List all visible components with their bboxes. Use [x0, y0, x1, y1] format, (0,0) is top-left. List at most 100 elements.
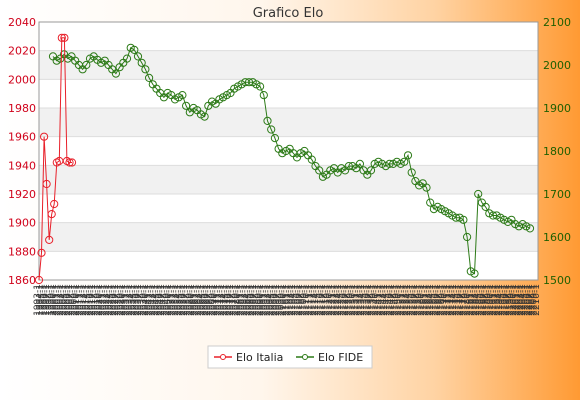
x-tick-label: 2043-1 [148, 284, 158, 316]
x-tick-label: 2046-1 [155, 284, 165, 316]
x-tick-label: 1999-1 [47, 284, 57, 316]
data-point-elo-fide[interactable] [270, 134, 279, 143]
data-point-elo-fide[interactable] [422, 183, 431, 192]
x-tick-label: 2167-1 [433, 284, 443, 316]
data-point-elo-fide[interactable] [137, 58, 146, 67]
data-point-elo-italia[interactable] [60, 33, 69, 42]
data-point-elo-fide[interactable] [463, 232, 472, 242]
data-point-elo-fide[interactable] [525, 224, 535, 233]
x-tick-label: 2047-1 [157, 284, 167, 316]
data-point-elo-fide[interactable] [344, 162, 353, 171]
data-point-elo-italia[interactable] [65, 158, 74, 167]
data-point-elo-italia[interactable] [42, 179, 51, 189]
data-point-elo-fide[interactable] [259, 91, 268, 100]
plot-band [39, 108, 538, 137]
x-tick-label: 2071-1 [212, 284, 222, 316]
data-point-elo-fide[interactable] [426, 198, 435, 207]
data-point-elo-fide[interactable] [385, 159, 394, 168]
x-tick-label: 2206-1 [523, 284, 533, 316]
data-point-elo-fide[interactable] [366, 166, 376, 175]
x-tick-label: 2060-1 [187, 284, 197, 316]
data-point-elo-fide[interactable] [355, 159, 364, 168]
x-tick-label: 2105-1 [291, 284, 301, 316]
x-tick-label: 2197-1 [502, 284, 512, 316]
left-tick-label: 1860 [8, 274, 36, 287]
x-tick-label: 2210-1 [532, 284, 542, 316]
data-point-elo-fide[interactable] [145, 73, 154, 83]
x-tick-label: 2095-1 [268, 284, 278, 316]
x-tick-label: 2085-1 [245, 284, 255, 316]
data-point-elo-italia[interactable] [37, 248, 46, 257]
x-tick-label: 2010-1 [72, 284, 82, 316]
data-point-elo-italia[interactable] [45, 235, 54, 244]
data-point-elo-fide[interactable] [488, 211, 498, 220]
x-tick-label: 2050-1 [164, 284, 174, 316]
data-point-elo-fide[interactable] [307, 155, 316, 164]
x-tick-label: 2178-1 [458, 284, 468, 316]
x-tick-label: 2066-1 [201, 284, 211, 316]
data-point-elo-fide[interactable] [82, 60, 91, 70]
data-point-elo-fide[interactable] [470, 269, 479, 278]
data-point-elo-fide[interactable] [481, 202, 490, 211]
x-tick-label: 2158-1 [412, 284, 422, 316]
data-point-elo-italia[interactable] [47, 210, 56, 219]
legend-item-elo-fide[interactable]: Elo FIDE [296, 351, 363, 364]
data-point-elo-fide[interactable] [451, 213, 461, 222]
data-point-elo-fide[interactable] [133, 52, 143, 61]
data-point-elo-fide[interactable] [200, 112, 209, 121]
x-tick-label: 2209-1 [530, 284, 540, 316]
series-layer [34, 33, 535, 285]
legend-item-elo-italia[interactable]: Elo Italia [214, 351, 283, 364]
x-tick-label: 2018-1 [91, 284, 101, 316]
x-tick-label: 2180-1 [463, 284, 473, 316]
x-tick-label: 2184-1 [472, 284, 482, 316]
x-tick-label: 2150-1 [394, 284, 404, 316]
x-tick-label: 2015-1 [84, 284, 94, 316]
x-tick-label: 2144-1 [380, 284, 390, 316]
data-point-elo-italia[interactable] [57, 33, 66, 42]
data-point-elo-fide[interactable] [178, 91, 187, 100]
data-point-elo-fide[interactable] [256, 82, 265, 91]
x-tick-label: 2027-1 [111, 284, 121, 316]
x-tick-label: 2008-1 [68, 284, 78, 316]
data-point-elo-fide[interactable] [403, 151, 413, 160]
x-tick-label: 2160-1 [417, 284, 427, 316]
x-tick-label: 2103-1 [286, 284, 296, 316]
data-point-elo-italia[interactable] [67, 158, 77, 167]
x-tick-label: 2123-1 [332, 284, 342, 316]
data-point-elo-fide[interactable] [459, 215, 468, 224]
plot-band [39, 79, 538, 108]
data-point-elo-fide[interactable] [244, 78, 254, 87]
data-point-elo-italia[interactable] [40, 132, 49, 141]
x-tick-label: 2101-1 [281, 284, 291, 316]
x-tick-label: 2132-1 [353, 284, 363, 316]
data-point-elo-fide[interactable] [267, 125, 276, 134]
x-tick-label: 2009-1 [70, 284, 80, 316]
x-tick-label: 2025-1 [107, 284, 117, 316]
data-point-elo-italia[interactable] [34, 275, 44, 285]
data-point-elo-fide[interactable] [474, 189, 483, 199]
x-tick-label: 2038-1 [137, 284, 147, 316]
data-point-elo-fide[interactable] [111, 69, 121, 78]
x-tick-label: 2049-1 [162, 284, 172, 316]
data-point-elo-fide[interactable] [407, 168, 416, 177]
right-tick-label: 2100 [543, 16, 571, 29]
data-point-elo-fide[interactable] [263, 116, 272, 126]
data-point-elo-fide[interactable] [130, 45, 139, 55]
data-point-elo-fide[interactable] [122, 54, 132, 63]
plot-band [39, 50, 538, 80]
x-tick-label: 1994-1 [35, 284, 45, 316]
x-tick-label: 2000-1 [49, 284, 59, 316]
data-point-elo-fide[interactable] [141, 65, 150, 74]
x-tick-label: 2068-1 [206, 284, 216, 316]
x-tick-label: 2075-1 [222, 284, 232, 316]
x-tick-label: 2188-1 [481, 284, 491, 316]
data-point-elo-fide[interactable] [182, 101, 191, 110]
right-tick-label: 1600 [543, 231, 571, 244]
x-tick-label: 2077-1 [226, 284, 236, 316]
data-point-elo-fide[interactable] [400, 157, 409, 166]
x-tick-label: 2069-1 [208, 284, 218, 316]
data-point-elo-italia[interactable] [50, 199, 59, 209]
data-point-elo-italia[interactable] [52, 158, 61, 167]
data-point-elo-fide[interactable] [315, 166, 324, 175]
